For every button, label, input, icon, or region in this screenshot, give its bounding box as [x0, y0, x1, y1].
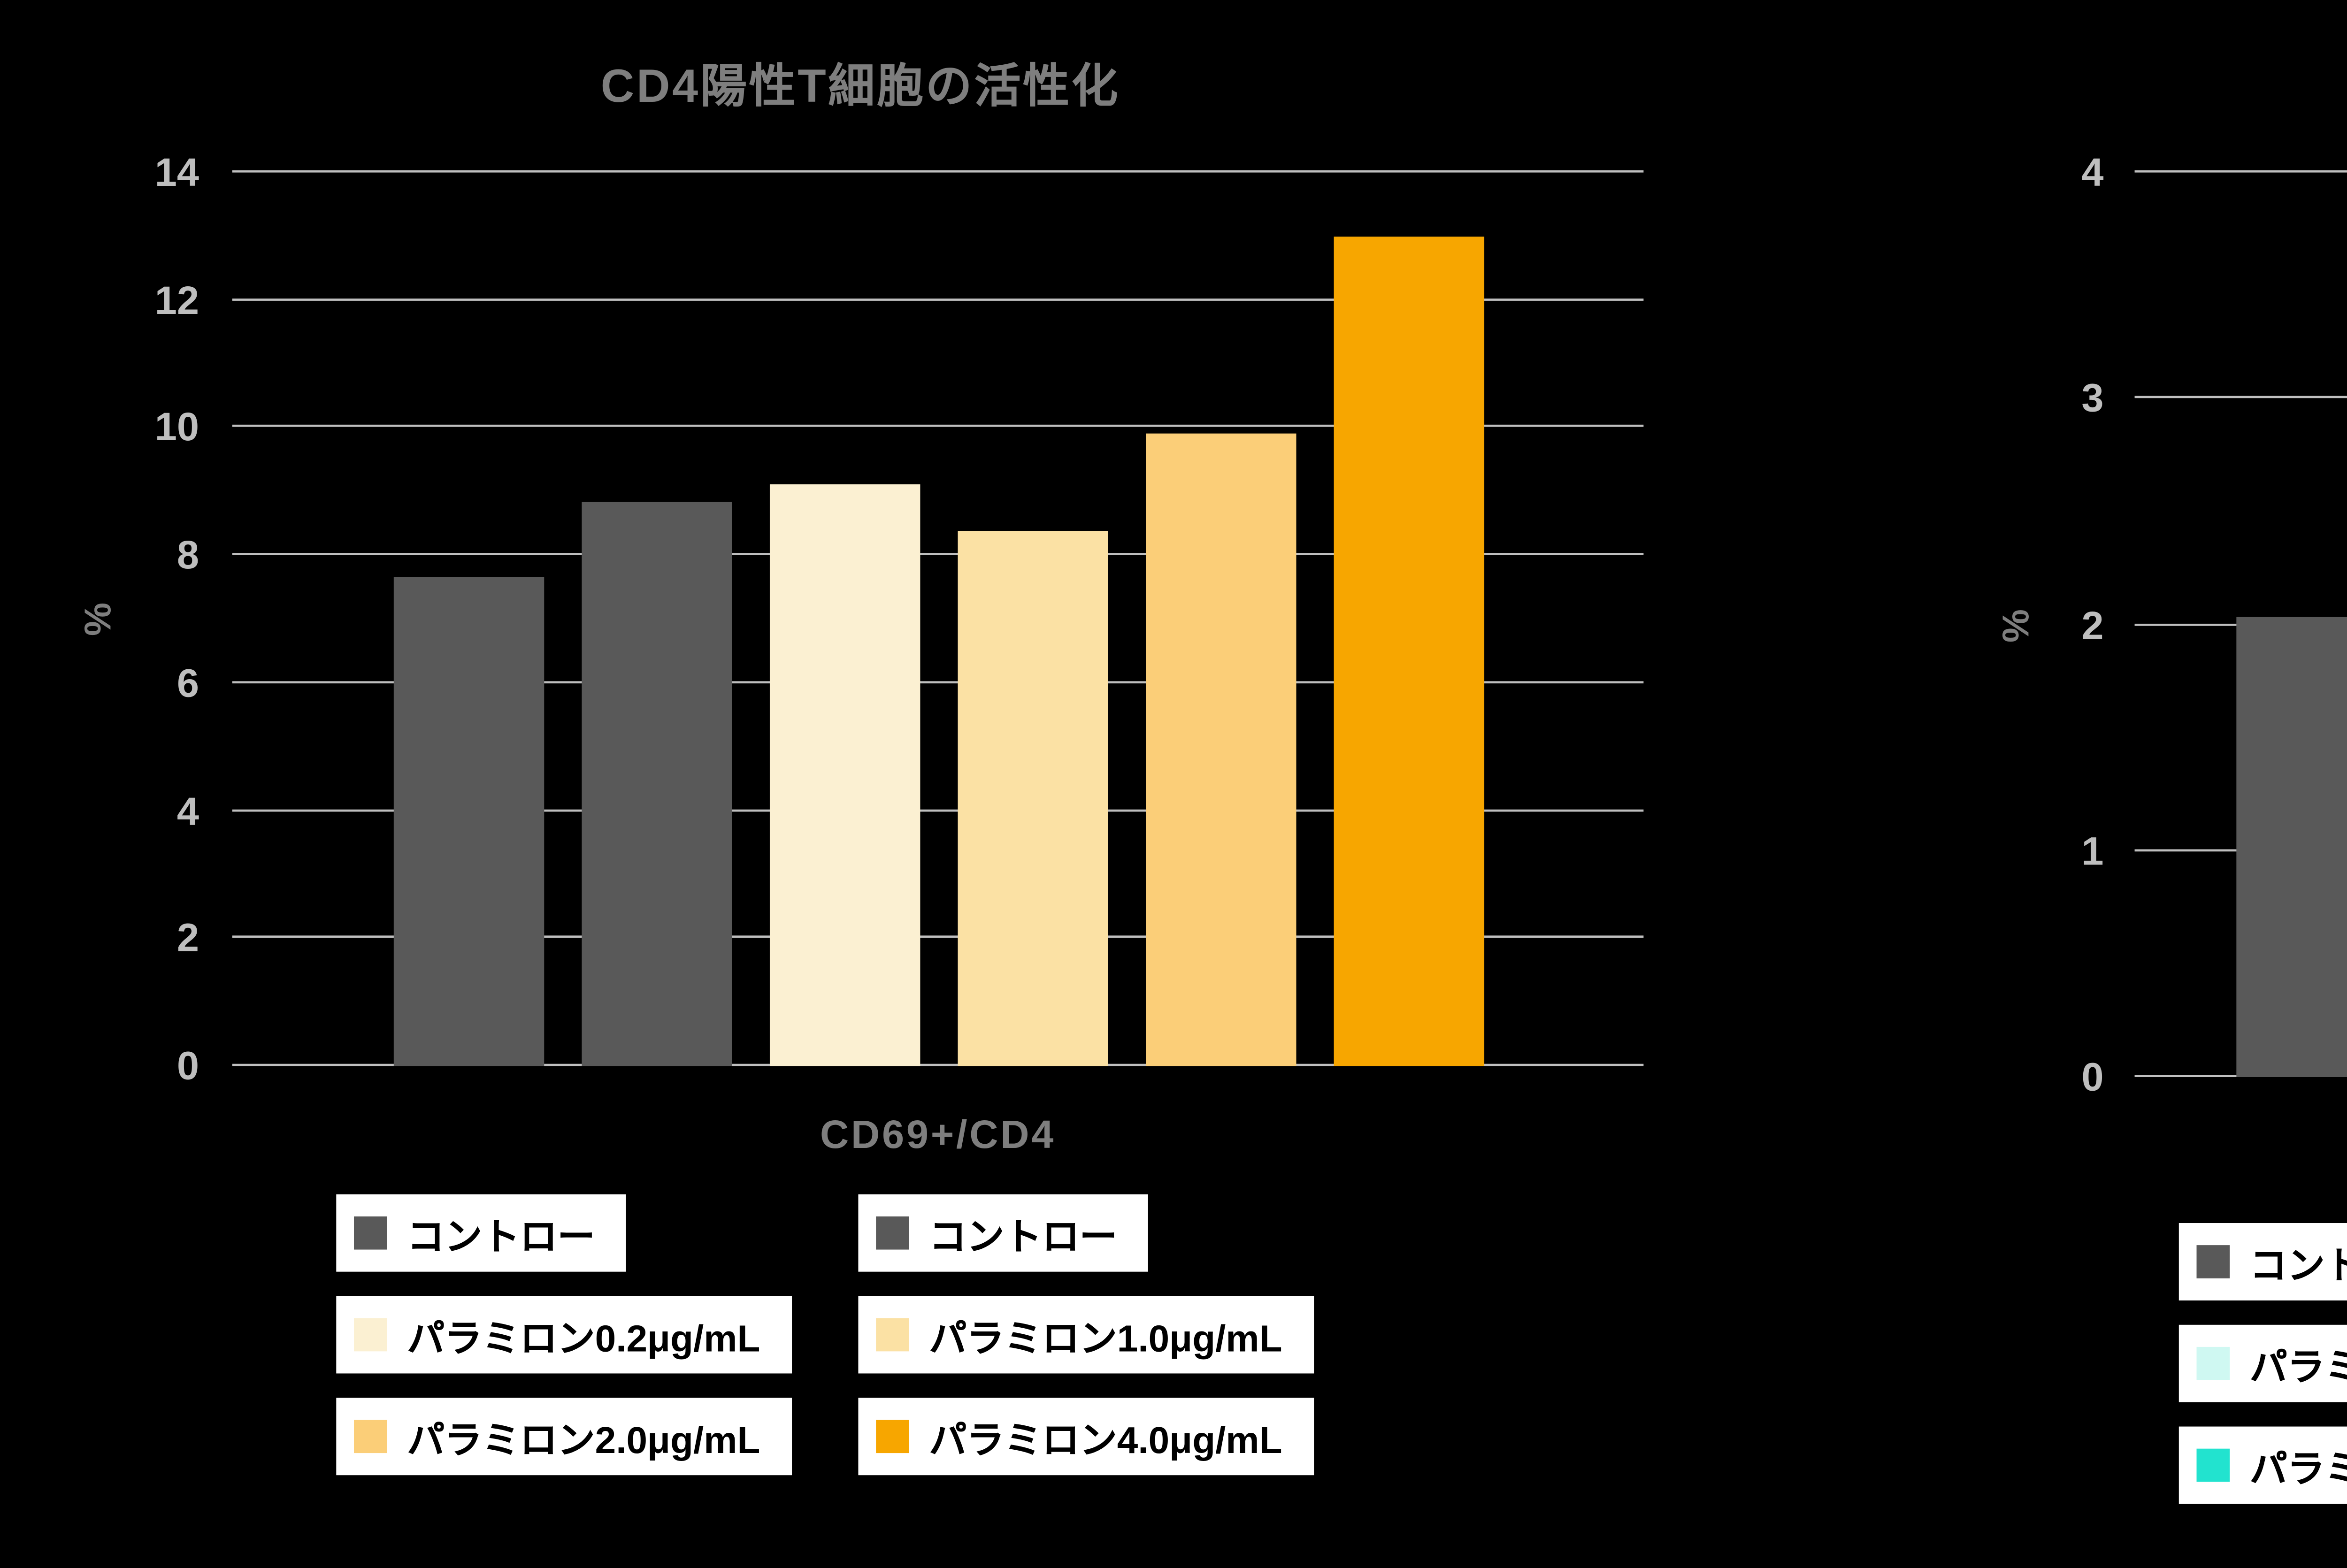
chart-title: CD4陽性T細胞の活性化: [600, 61, 1120, 113]
legend-swatch-icon: [876, 1420, 909, 1453]
y-tick-label: 10: [154, 405, 199, 450]
bar: [768, 485, 920, 1066]
legend-label: パラミロン0.2μg/mL: [2249, 1346, 2347, 1389]
legend-item: パラミロン0.2μg/mL: [2178, 1324, 2347, 1402]
legend-item: パラミロン2.0μg/mL: [2178, 1426, 2347, 1504]
legend-swatch-icon: [2196, 1245, 2230, 1278]
bar: [1144, 434, 1296, 1066]
y-tick-label: 1: [2081, 829, 2104, 873]
y-tick-label: 4: [176, 788, 199, 833]
legend-swatch-icon: [876, 1318, 909, 1352]
x-axis-label: CD69+/CD4: [820, 1112, 1056, 1157]
bar: [2235, 618, 2347, 1077]
legend-item: コントロー: [2178, 1223, 2347, 1300]
legend-swatch-icon: [2196, 1448, 2230, 1482]
y-tick-label: 14: [154, 150, 199, 195]
legend-item: パラミロン1.0μg/mL: [858, 1296, 1313, 1374]
legend-label: パラミロン4.0μg/mL: [929, 1420, 1282, 1462]
legend: コントロー コントローパラミロン0.2μg/mL パラミロン1.0μg/mL パラミロ…: [336, 1194, 1313, 1476]
legend-label: パラミロン2.0μg/mL: [407, 1420, 760, 1462]
legend-swatch-icon: [2196, 1346, 2230, 1380]
y-axis-ticks: 0 1 2 3 4: [1980, 150, 2104, 1099]
legend-swatch-icon: [354, 1216, 387, 1250]
legend-item: パラミロン4.0μg/mL: [858, 1398, 1313, 1476]
y-tick-label: 8: [176, 533, 199, 578]
bar: [392, 578, 543, 1066]
gridline: [232, 681, 1644, 683]
legend-label: コントロー: [929, 1216, 1117, 1259]
legend-label: コントロー: [2249, 1245, 2347, 1287]
bar: [581, 501, 731, 1066]
y-tick-label: 12: [154, 278, 199, 322]
y-tick-label: 2: [2081, 603, 2104, 647]
chart-cd4-t-cell-activation: CD4陽性T細胞の活性化 % 0 2 4 6 8 10 12 14 CD69+/CD4 コント…: [66, 33, 1659, 1548]
legend-label: パラミロン0.2μg/mL: [407, 1318, 760, 1361]
y-tick-label: 6: [176, 661, 199, 705]
legend-label: パラミロン1.0μg/mL: [929, 1318, 1282, 1361]
bar: [1333, 236, 1483, 1066]
legend-item: パラミロン0.2μg/mL: [336, 1296, 791, 1374]
gridline: [232, 936, 1644, 939]
gridline: [232, 298, 1644, 300]
legend-item: パラミロン2.0μg/mL: [336, 1398, 791, 1476]
y-tick-label: 4: [2081, 150, 2104, 195]
legend: コントローコントローパラミロン0.2μg/mLパラミロン1.0μg/mLパラミロ…: [2178, 1223, 2347, 1504]
legend-item: コントロー: [336, 1194, 626, 1272]
legend-swatch-icon: [354, 1420, 387, 1453]
legend-item: コントロー: [858, 1194, 1148, 1272]
gridline: [232, 425, 1644, 428]
bars-group: [232, 173, 1644, 1066]
y-axis-ticks: 0 2 4 6 8 10 12 14: [66, 150, 199, 1088]
gridline: [232, 808, 1644, 811]
legend-label: コントロー: [407, 1216, 595, 1259]
y-tick-label: 3: [2081, 376, 2104, 421]
y-tick-label: 2: [176, 916, 199, 961]
legend-swatch-icon: [354, 1318, 387, 1352]
plot-area: [2134, 170, 2347, 1077]
gridline: [2134, 396, 2347, 399]
gridline: [2134, 170, 2347, 173]
gridline: [232, 170, 1644, 173]
y-tick-label: 0: [2081, 1055, 2104, 1100]
gridline: [232, 553, 1644, 556]
bar: [957, 530, 1107, 1066]
legend-swatch-icon: [876, 1216, 909, 1250]
legend-label: パラミロン2.0μg/mL: [2249, 1448, 2347, 1491]
chart-title: B細胞の活性化: [2068, 51, 2347, 117]
x-axis-label: CD69-CD86+/B220: [2135, 1121, 2347, 1168]
bars-group: [2135, 173, 2347, 1077]
gridline: [232, 1063, 1644, 1066]
plot-area: [232, 170, 1644, 1066]
y-tick-label: 0: [176, 1044, 199, 1088]
